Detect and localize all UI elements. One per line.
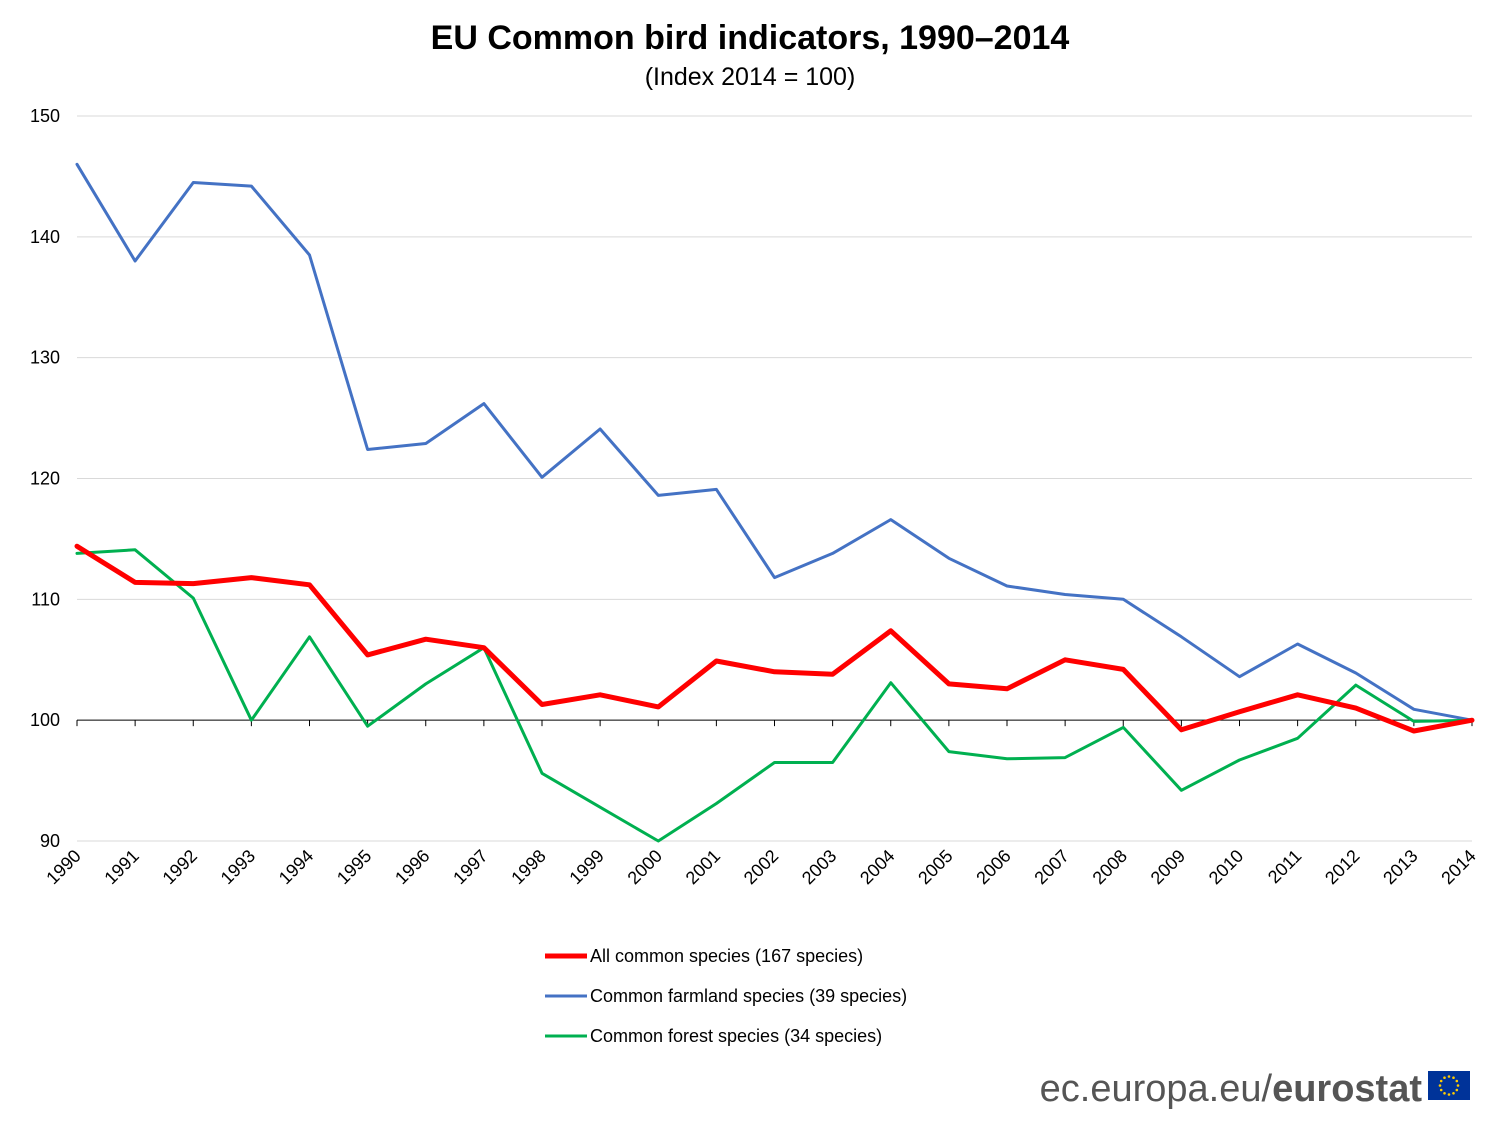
x-tick-label: 2006 xyxy=(972,846,1014,888)
x-tick-label: 2009 xyxy=(1147,846,1189,888)
x-tick-label: 1995 xyxy=(333,846,375,888)
y-tick-label: 110 xyxy=(31,589,60,609)
x-tick-label: 1994 xyxy=(275,846,317,888)
eu-star-icon xyxy=(1439,1088,1443,1092)
x-tick-label: 2011 xyxy=(1264,846,1306,888)
eurostat-branding: ec.europa.eu/eurostat xyxy=(1040,1068,1470,1110)
x-tick-label: 2013 xyxy=(1379,846,1421,888)
eu-star-icon xyxy=(1452,1092,1455,1095)
brand-site: ec.europa.eu/ xyxy=(1040,1068,1273,1110)
eu-star-icon xyxy=(1455,1088,1459,1092)
legend: All common species (167 species) Common f… xyxy=(545,946,907,1046)
series-line-3 xyxy=(75,548,1474,843)
x-tick-label: 1998 xyxy=(507,846,549,888)
y-tick-label: 150 xyxy=(30,106,60,126)
x-tick-label: 2001 xyxy=(682,846,724,888)
gridlines xyxy=(77,115,1472,842)
x-tick-label: 2004 xyxy=(856,846,898,888)
x-axis xyxy=(76,719,1473,727)
y-tick-label: 130 xyxy=(30,348,60,368)
y-tick-label: 140 xyxy=(30,227,60,247)
eu-star-icon xyxy=(1455,1079,1459,1083)
chart-title: EU Common bird indicators, 1990–2014 xyxy=(431,19,1070,57)
x-tick-label: 2003 xyxy=(798,846,840,888)
eu-star-icon xyxy=(1439,1079,1443,1083)
x-tick-label: 1991 xyxy=(100,846,142,888)
x-tick-label: 2008 xyxy=(1089,846,1131,888)
y-tick-label: 120 xyxy=(30,469,60,489)
chart-subtitle: (Index 2014 = 100) xyxy=(645,63,856,91)
brand-name: eurostat xyxy=(1272,1068,1422,1110)
x-axis-tick-labels: 1990 1991 1992 1993 1994 1995 1996 1997 1998 1999… xyxy=(42,846,1479,888)
x-tick-label: 2014 xyxy=(1437,846,1479,888)
eu-star-icon xyxy=(1438,1084,1442,1087)
x-tick-label: 1992 xyxy=(159,846,201,888)
y-axis-tick-labels: 90 100 110 120 130 140 150 xyxy=(30,106,60,851)
x-tick-label: 1999 xyxy=(565,846,607,888)
x-tick-label: 2002 xyxy=(740,846,782,888)
eu-flag-stars xyxy=(1438,1075,1460,1096)
x-tick-label: 1993 xyxy=(217,846,259,888)
y-tick-label: 90 xyxy=(40,831,60,851)
eu-star-icon xyxy=(1443,1092,1446,1095)
x-tick-label: 2000 xyxy=(624,846,666,888)
legend-label: Common forest species (34 species) xyxy=(590,1026,882,1046)
eu-star-icon xyxy=(1447,1093,1451,1096)
series-line-2 xyxy=(75,162,1474,722)
x-tick-label: 1996 xyxy=(391,846,433,888)
x-tick-label: 2010 xyxy=(1205,846,1247,888)
eu-star-icon xyxy=(1456,1084,1460,1087)
eu-star-icon xyxy=(1452,1076,1455,1079)
x-tick-label: 1997 xyxy=(449,846,491,888)
x-tick-label: 2007 xyxy=(1030,846,1072,888)
series-line-1 xyxy=(74,543,1475,734)
legend-label: Common farmland species (39 species) xyxy=(590,986,907,1006)
x-tick-label: 2005 xyxy=(914,846,956,888)
series-lines xyxy=(74,162,1475,843)
eu-star-icon xyxy=(1443,1076,1446,1079)
legend-label: All common species (167 species) xyxy=(590,946,863,966)
y-tick-label: 100 xyxy=(30,710,60,730)
x-tick-label: 2012 xyxy=(1321,846,1363,888)
x-tick-label: 1990 xyxy=(42,846,84,888)
eu-star-icon xyxy=(1447,1075,1451,1078)
brand-text: ec.europa.eu/eurostat xyxy=(1040,1068,1423,1110)
